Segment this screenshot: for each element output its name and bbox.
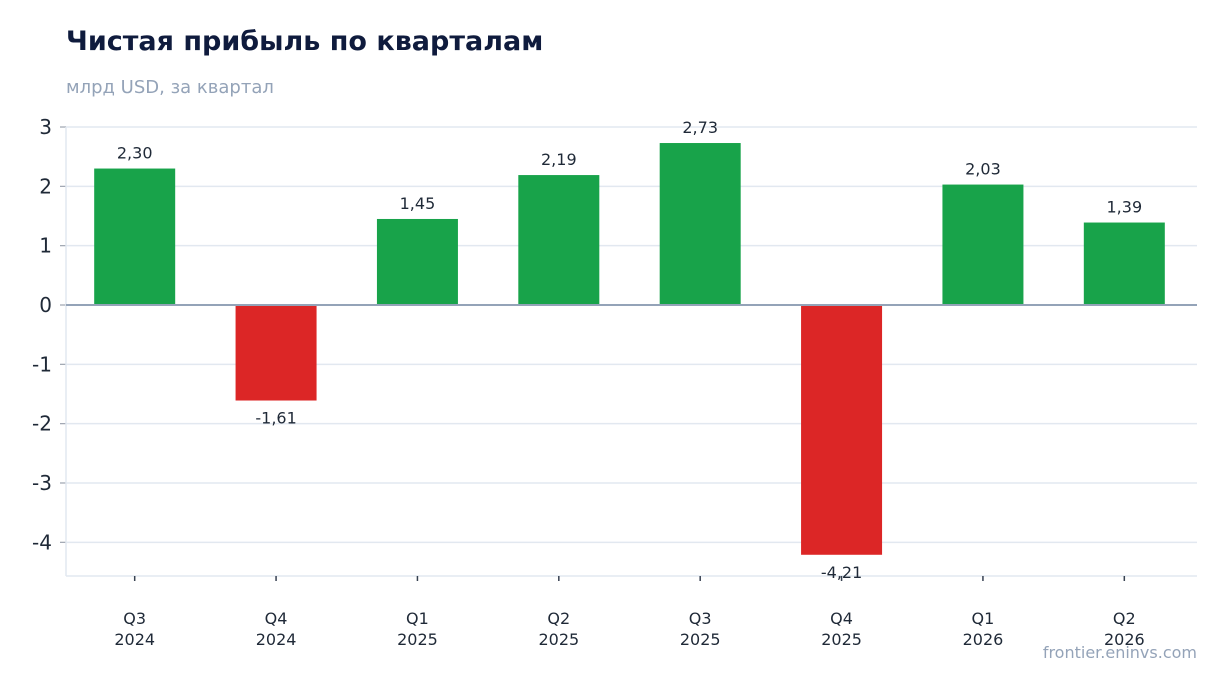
y-tick-label: -4 [32,530,52,554]
bar [94,168,176,305]
x-tick-label: Q2 2026 [1104,609,1145,649]
source-watermark: frontier.eninvs.com [1042,643,1197,662]
data-label: -1,61 [255,409,296,428]
bar [518,175,600,305]
y-tick-label: 3 [39,115,52,139]
x-tick-label: Q4 2024 [256,609,297,649]
chart-title: Чистая прибыль по кварталам [66,26,544,57]
data-label: 2,19 [541,150,577,169]
bar [942,184,1024,305]
bar [376,218,458,305]
data-label: -4,21 [821,563,862,582]
bars [94,143,1165,555]
y-tick-label: -3 [32,471,52,495]
y-tick-label: 2 [39,174,52,198]
bar [801,305,883,555]
data-label: 1,45 [400,194,436,213]
y-tick-label: -1 [32,352,52,376]
x-tick-label: Q1 2025 [397,609,438,649]
data-label: 2,03 [965,160,1001,179]
bar [1083,222,1165,305]
chart-subtitle: млрд USD, за квартал [66,77,274,98]
x-tick-label: Q3 2025 [680,609,721,649]
y-tick-label: 0 [39,293,52,317]
x-tick-label: Q1 2026 [963,609,1004,649]
axes: 3 2 1 0 -1 -2 -3 -4 Q3 2024 Q4 2024 Q1 2025 Q2 2025 Q3 20… [32,115,1197,649]
data-label: 2,30 [117,144,153,163]
data-label: 2,73 [682,118,718,137]
y-tick-label: 1 [39,234,52,258]
bar [659,143,741,305]
data-label: 1,39 [1107,198,1143,217]
x-tick-label: Q3 2024 [114,609,155,649]
y-tick-label: -2 [32,412,52,436]
x-tick-label: Q2 2025 [538,609,579,649]
bar [235,305,317,401]
x-tick-label: Q4 2025 [821,609,862,649]
data-labels: 2,30 -1,61 1,45 2,19 2,73 -4,21 2,03 1,39 [66,118,1197,582]
